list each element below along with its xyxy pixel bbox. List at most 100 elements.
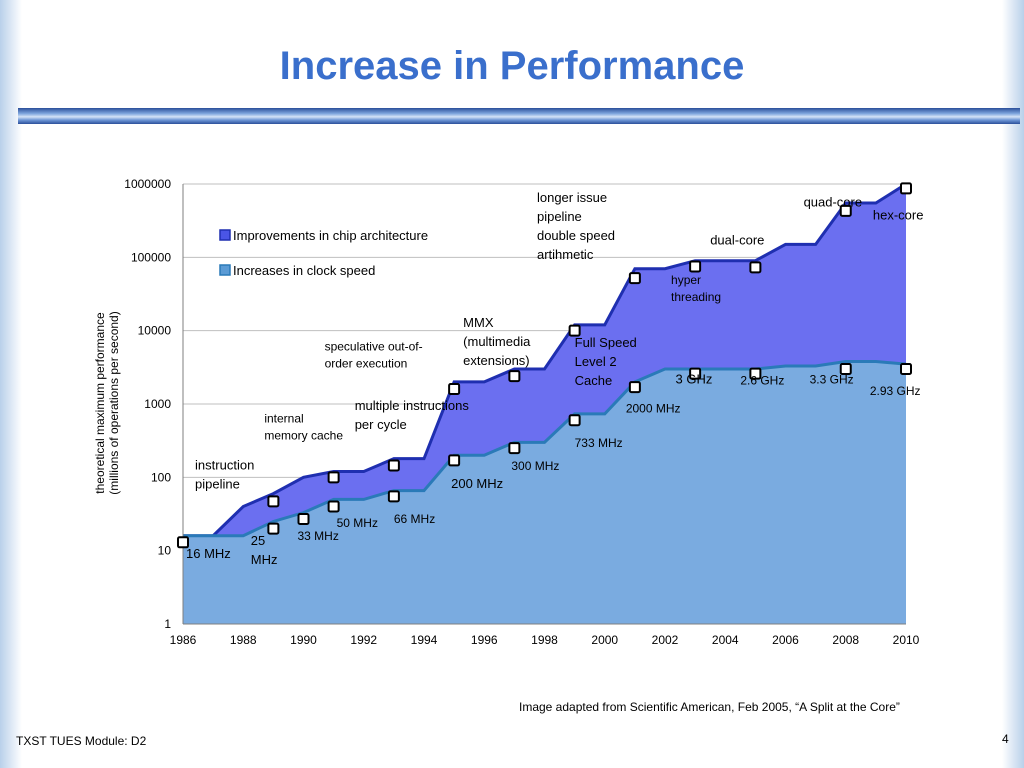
chart-annotation-text: memory cache [264,428,343,442]
chart-tick-labels: 1 10 100 1000 10000 100000 1000000 1986 1988 1990… [124,177,919,647]
chart-annotation-text: 33 MHz [297,529,338,543]
chart-annotation-text: 300 MHz [511,459,559,473]
x-tick-label: 1990 [290,633,317,647]
chart-annotation-text: 2.93 GHz [870,384,921,398]
data-point-marker [387,459,400,472]
chart-annotation-text: 2.6 GHz [740,373,784,387]
chart-annotation-text: order execution [325,356,408,370]
chart-areas [183,182,907,624]
chart-annotation-text: double speed [537,228,615,243]
data-point-marker [628,381,641,394]
y-axis-label: theoretical maximum performance (million… [93,311,121,494]
chart-markers [177,182,912,549]
chart-annotation-text: hyper [671,273,701,287]
y-tick-label: 1 [164,617,171,631]
chart-annotation-text: 3.3 GHz [810,373,854,387]
data-point-marker [177,536,189,549]
x-tick-label: 1994 [411,633,438,647]
data-point-marker [568,414,581,427]
chart-annotation-text: 733 MHz [575,436,623,450]
y-tick-label: 1000 [144,397,171,411]
data-point-marker [689,367,702,380]
chart-annotation-text: instruction [195,457,254,472]
data-point-marker [568,324,581,337]
x-tick-label: 2002 [652,633,679,647]
y-axis-label-line2: (millions of operations per second) [107,311,121,494]
chart-annotation-text: internal [264,411,303,425]
data-point-marker [900,182,912,195]
data-point-marker [297,513,310,526]
chart-axes [182,184,906,625]
chart-annotation-text: 50 MHz [337,516,378,530]
chart-annotation-text: hex-core [873,207,924,222]
data-point-marker [749,367,762,380]
area-outline-0 [183,182,907,538]
chart-annotation-text: 16 MHz [186,546,231,561]
data-point-marker [749,261,762,274]
chart-annotation-text: speculative out-of- [325,339,423,353]
x-tick-label: 2000 [591,633,618,647]
x-tick-label: 2008 [832,633,859,647]
data-point-marker [448,454,461,467]
page-number: 4 [1002,732,1009,746]
data-point-marker [839,204,852,217]
data-point-marker [689,260,702,273]
data-point-marker [448,383,461,396]
y-tick-label: 100 [151,470,171,484]
chart-annotation-text: per cycle [355,417,407,432]
y-tick-label: 1000000 [124,177,171,191]
x-tick-label: 1986 [170,633,197,647]
chart-annotation-text: 3 GHz [676,372,713,387]
chart-annotation-text: MMX [463,315,494,330]
chart-annotation-text: 2000 MHz [626,401,681,415]
chart-annotation-text: threading [671,290,721,304]
footer-text: TXST TUES Module: D2 [16,734,147,748]
y-tick-label: 100000 [131,250,171,264]
data-point-marker [900,363,912,376]
x-tick-label: 1998 [531,633,558,647]
data-point-marker [327,471,340,484]
legend-swatch-architecture [219,229,231,241]
data-point-marker [387,490,400,503]
y-tick-label: 10000 [138,324,172,338]
legend-label-clock: Increases in clock speed [233,263,375,278]
data-point-marker [628,272,641,285]
left-gradient-border [0,0,22,768]
right-gradient-border [1002,0,1024,768]
y-axis-label-line1: theoretical maximum performance [93,312,107,494]
x-tick-label: 1996 [471,633,498,647]
y-tick-label: 10 [158,544,172,558]
x-tick-label: 1988 [230,633,257,647]
x-tick-label: 1992 [350,633,377,647]
chart-annotation-text: 66 MHz [394,512,435,526]
chart-annotation-text: Level 2 [575,354,617,369]
chart-annotation-text: dual-core [710,232,764,247]
image-source-caption: Image adapted from Scientific American, … [519,700,900,714]
legend-swatch-clock [219,264,231,276]
data-point-marker [267,495,280,508]
chart-annotation-text: Cache [575,373,613,388]
data-point-marker [839,363,852,376]
data-point-marker [508,442,521,455]
x-tick-label: 2004 [712,633,739,647]
chart-annotation-text: quad-core [804,195,863,210]
data-point-marker [327,500,340,513]
chart-annotation-text: MHz [251,552,278,567]
chart-annotation-text: longer issue [537,190,607,205]
area-outline-1 [183,359,907,538]
chart-annotation-text: extensions) [463,353,529,368]
chart-legend: Improvements in chip architecture Increa… [219,228,428,278]
chart-annotation-text: 200 MHz [451,476,503,491]
slide-title: Increase in Performance [279,44,745,88]
chart-annotation-text: (multimedia [463,334,531,349]
data-point-marker [267,522,280,535]
data-point-marker [508,370,521,383]
chart-annotation-text: pipeline [537,209,582,224]
x-tick-label: 2006 [772,633,799,647]
chart-annotation-text: artihmetic [537,247,594,262]
chart-annotation-text: Full Speed [575,335,637,350]
legend-label-architecture: Improvements in chip architecture [233,228,428,243]
x-tick-label: 2010 [893,633,920,647]
area-series-1 [183,361,906,624]
chart-annotation-text: pipeline [195,476,240,491]
